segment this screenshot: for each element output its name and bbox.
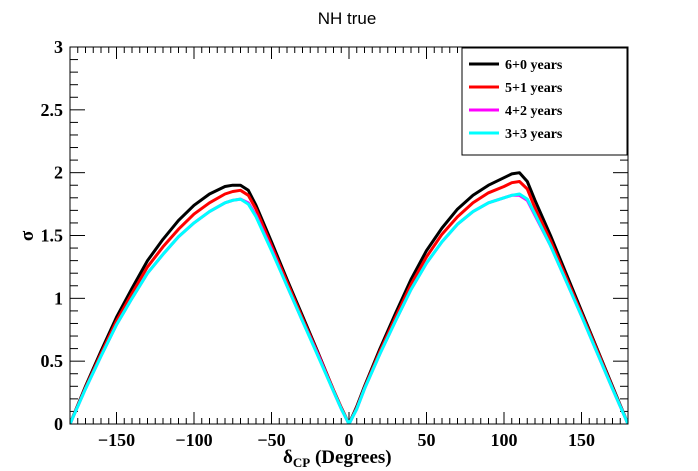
y-tick-label: 1 <box>54 288 63 308</box>
series-line <box>70 180 628 424</box>
y-tick-label: 0.5 <box>41 351 64 371</box>
legend: 6+0 years 5+1 years 4+2 years 3+3 years <box>461 47 628 156</box>
x-axis-label: δCP (Degrees) <box>283 447 392 470</box>
x-axis-label-main: δ <box>283 447 293 468</box>
x-tick-label: 50 <box>418 430 436 450</box>
series-line <box>70 171 628 424</box>
x-tick-label: −50 <box>257 430 285 450</box>
y-axis-label: σ <box>17 230 38 241</box>
x-axis-label-rest: (Degrees) <box>310 447 391 468</box>
axis-ticks <box>70 47 628 424</box>
x-tick-label: 150 <box>568 430 595 450</box>
chart-title: NH true <box>318 9 377 28</box>
x-tick-label: −100 <box>175 430 212 450</box>
series-line <box>70 192 628 424</box>
y-tick-label: 2 <box>54 163 63 183</box>
legend-label: 3+3 years <box>505 127 563 142</box>
legend-label: 5+1 years <box>505 81 563 96</box>
y-tick-label: 1.5 <box>41 226 64 246</box>
legend-box <box>461 47 628 156</box>
x-axis-label-sub: CP <box>293 455 310 470</box>
y-tick-labels: 0 0.5 1 1.5 2 2.5 3 <box>41 37 64 434</box>
legend-label: 4+2 years <box>505 104 563 119</box>
y-tick-label: 2.5 <box>41 100 64 120</box>
plot-frame <box>69 46 629 425</box>
y-tick-label: 3 <box>54 37 63 57</box>
legend-label: 6+0 years <box>505 58 563 73</box>
series-lines <box>70 171 628 424</box>
x-tick-labels: −150 −100 −50 0 50 100 150 <box>98 430 595 450</box>
x-tick-label: −150 <box>98 430 135 450</box>
y-tick-label: 0 <box>54 414 63 434</box>
x-tick-label: 0 <box>345 430 354 450</box>
x-tick-label: 100 <box>491 430 518 450</box>
